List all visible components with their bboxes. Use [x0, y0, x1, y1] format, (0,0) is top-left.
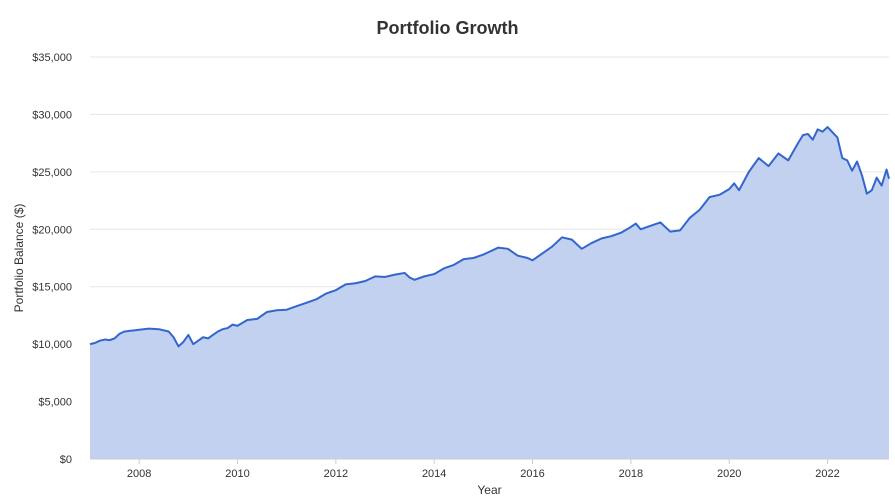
area-series — [89, 126, 890, 459]
series-area-fill — [90, 127, 889, 459]
x-tick-label: 2010 — [225, 468, 249, 480]
y-tick-label: $5,000 — [38, 397, 72, 409]
y-tick-label: $15,000 — [32, 282, 72, 294]
y-tick-label: $0 — [60, 454, 72, 466]
x-tick-label: 2012 — [324, 468, 348, 480]
y-axis-label: Portfolio Balance ($) — [12, 204, 26, 313]
x-axis-label: Year — [477, 483, 501, 497]
chart-title: Portfolio Growth — [376, 18, 519, 38]
x-tick-label: 2014 — [422, 468, 446, 480]
x-tick-label: 2018 — [619, 468, 643, 480]
x-tick-label: 2008 — [127, 468, 151, 480]
y-tick-label: $35,000 — [32, 52, 72, 64]
y-tick-label: $20,000 — [32, 224, 72, 236]
y-tick-label: $25,000 — [32, 167, 72, 179]
x-axis-ticks: 2008 2010 2012 2014 2016 2018 2020 2022 — [127, 459, 840, 480]
series-line — [89, 126, 890, 348]
x-tick-label: 2022 — [815, 468, 839, 480]
x-tick-label: 2020 — [717, 468, 741, 480]
y-tick-label: $30,000 — [32, 109, 72, 121]
y-tick-label: $10,000 — [32, 339, 72, 351]
x-tick-label: 2016 — [520, 468, 544, 480]
y-axis-ticks: $0 $5,000 $10,000 $15,000 $20,000 $25,000 $30,… — [32, 52, 72, 466]
